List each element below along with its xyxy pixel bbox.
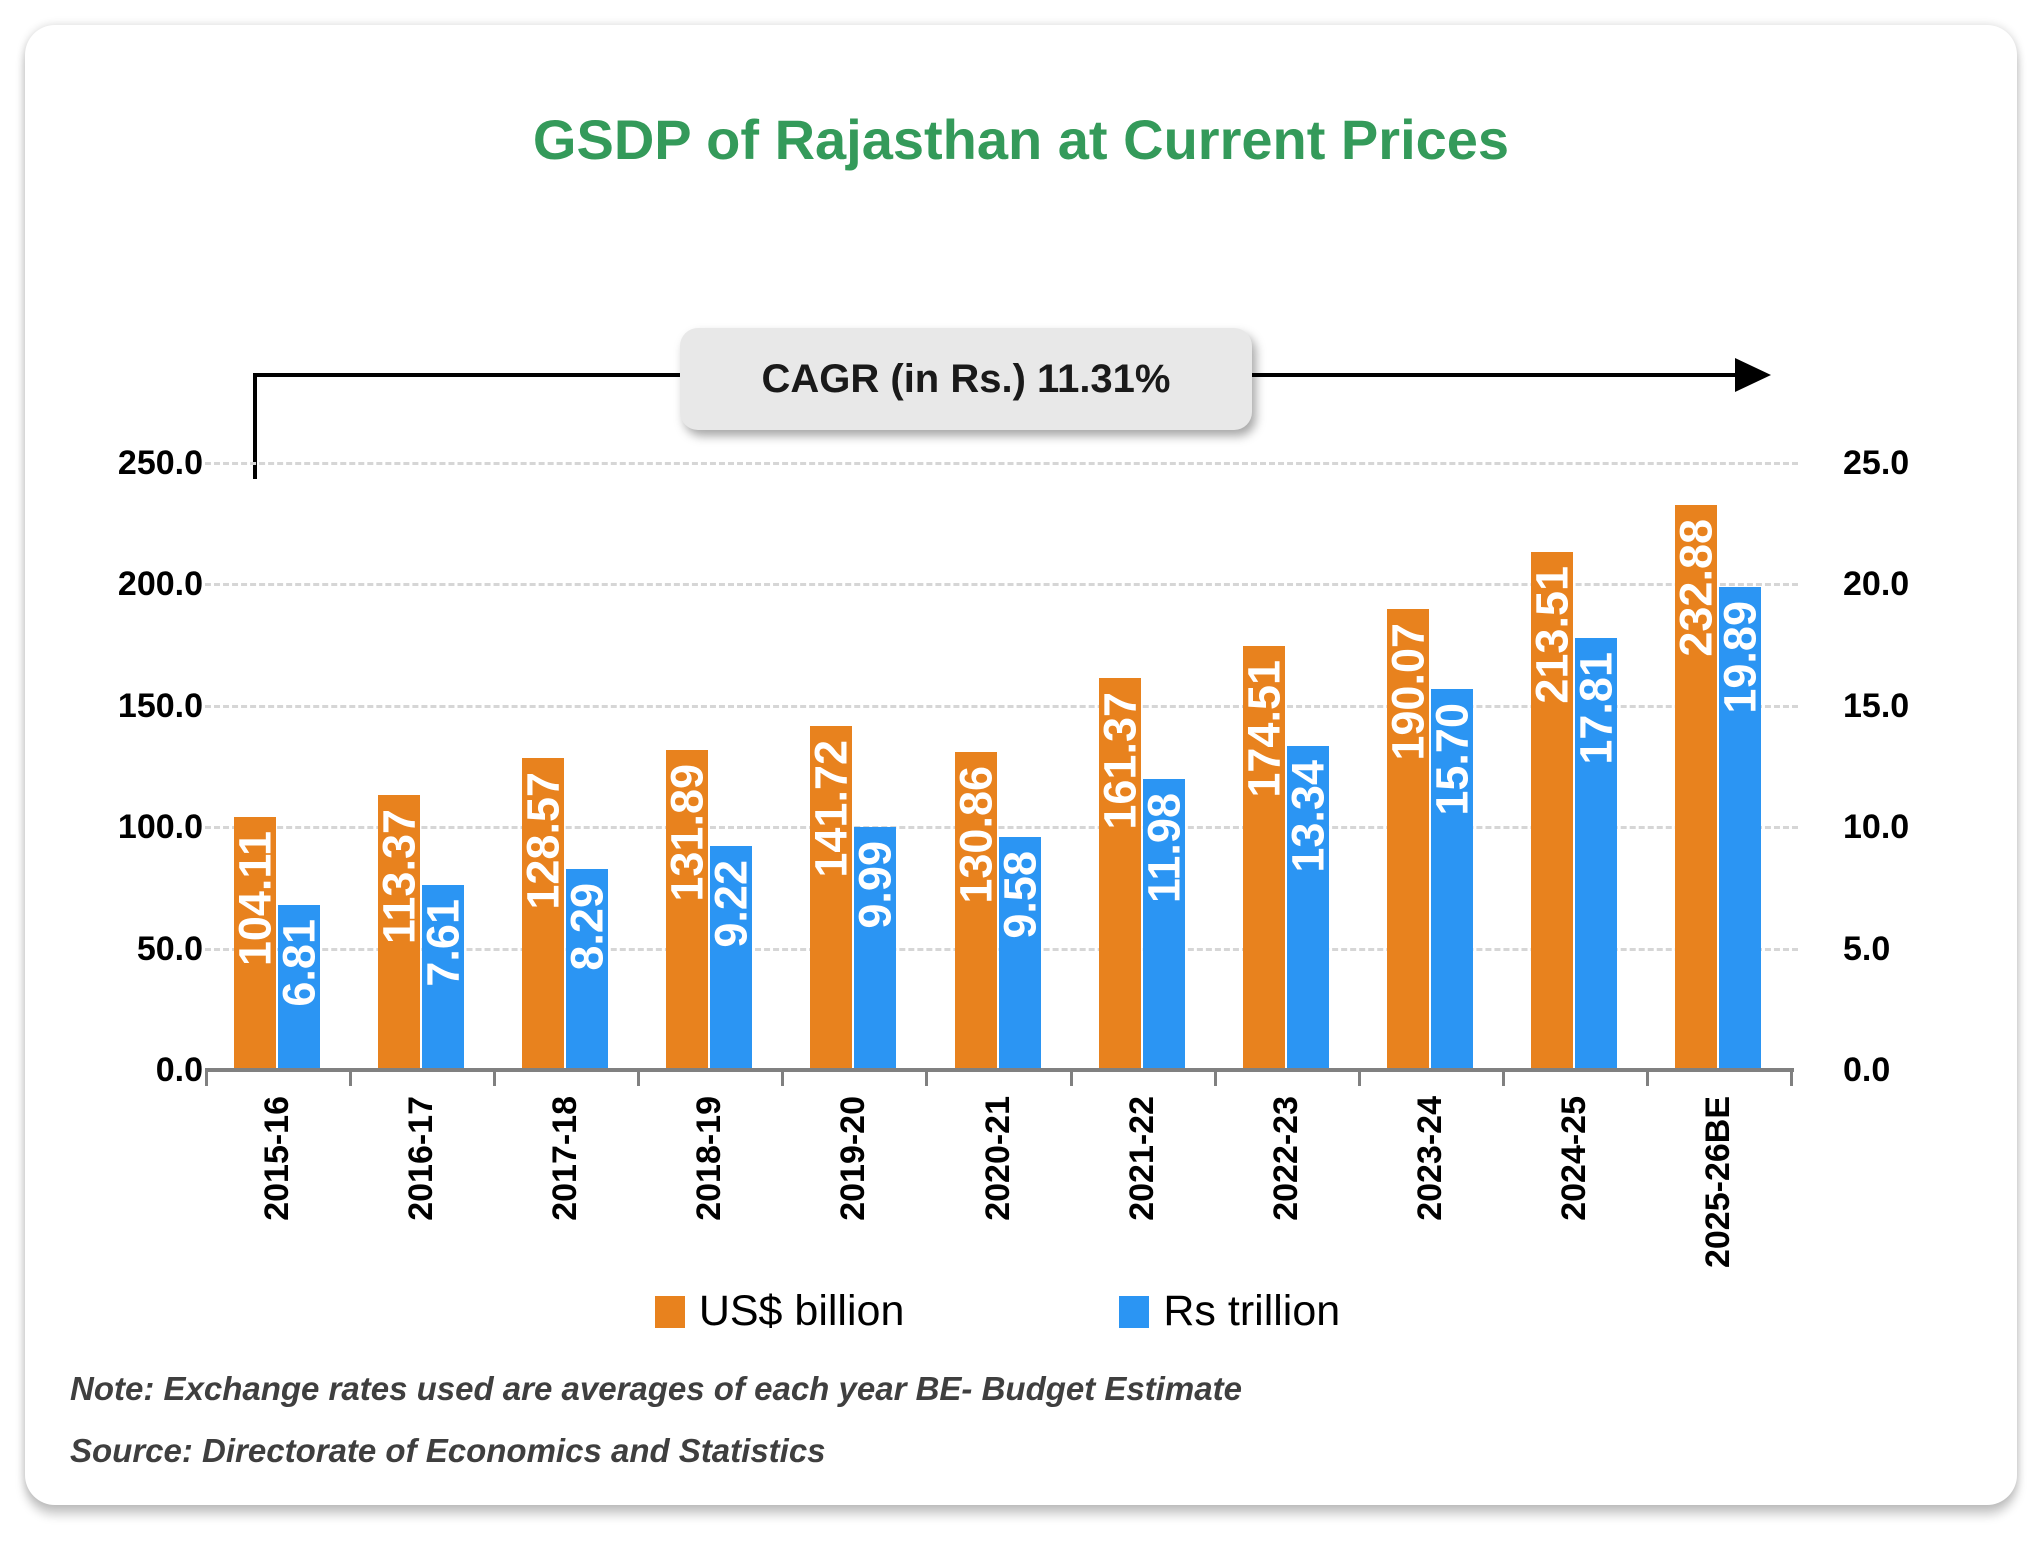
bar-value-label: 131.89	[661, 763, 713, 902]
bar-value-label: 113.37	[373, 808, 425, 944]
x-axis-tick	[1790, 1070, 1793, 1086]
x-axis-tick	[205, 1070, 208, 1086]
rs-series-swatch-icon	[1119, 1295, 1150, 1328]
x-axis-tick	[1357, 1070, 1361, 1086]
bar-value-label: 213.51	[1526, 565, 1578, 704]
bar-value-label: 17.81	[1570, 651, 1622, 765]
bar-rs-2025-26BE: 19.89	[1714, 587, 1766, 1070]
bar-rs-2017-18: 8.29	[561, 868, 613, 1070]
bar-usd-2023-24: 190.07	[1382, 608, 1434, 1070]
bar-value-label: 174.51	[1238, 660, 1290, 798]
bar-value-label: 15.70	[1426, 702, 1478, 816]
chart-title: GSDP of Rajasthan at Current Prices	[532, 108, 1510, 171]
legend-label-rs: Rs trillion	[1163, 1287, 1341, 1335]
usd-series-swatch-icon	[654, 1295, 685, 1328]
x-axis-tick	[637, 1070, 641, 1086]
x-axis-label-2021-22: 2021-22	[1122, 1096, 1161, 1221]
footnotes: Note: Exchange rates used are averages o…	[70, 1370, 1470, 1494]
x-axis-label-2023-24: 2023-24	[1410, 1096, 1449, 1221]
bar-rs-2024-25: 17.81	[1570, 637, 1622, 1070]
bar-usd-2017-18: 128.57	[517, 757, 569, 1070]
bar-value-label: 130.86	[950, 766, 1001, 904]
bar-value-label: 19.89	[1714, 601, 1766, 714]
bar-usd-2019-20: 141.72	[805, 725, 857, 1070]
bar-rs-2019-20: 9.99	[849, 827, 901, 1070]
right-axis-tick-label: 0.0	[1843, 1051, 1891, 1089]
bar-value-label: 7.61	[417, 899, 469, 987]
legend-label-usd: US$ billion	[698, 1287, 905, 1335]
x-axis-label-2020-21: 2020-21	[978, 1096, 1017, 1221]
bar-value-label: 8.29	[561, 882, 613, 971]
bar-value-label: 11.98	[1138, 793, 1190, 904]
bar-rs-2016-17: 7.61	[417, 885, 469, 1070]
legend-item-rs: Rs trillion	[1119, 1287, 1340, 1336]
x-axis-tick	[1213, 1070, 1217, 1086]
bar-value-label: 161.37	[1094, 692, 1146, 830]
x-axis-label-2025-26BE: 2025-26BE	[1698, 1096, 1737, 1269]
x-axis-tick	[925, 1070, 929, 1086]
bar-value-label: 232.88	[1670, 518, 1722, 657]
bar-value-label: 9.22	[705, 860, 757, 948]
bar-value-label: 9.58	[994, 851, 1045, 939]
note-text: Note: Exchange rates used are averages o…	[70, 1370, 1242, 1407]
x-axis-tick	[781, 1070, 785, 1086]
left-axis-tick-label: 50.0	[136, 929, 203, 968]
x-axis-label-2019-20: 2019-20	[834, 1096, 873, 1221]
bar-value-label: 9.99	[849, 841, 901, 930]
x-axis-label-2018-19: 2018-19	[690, 1096, 729, 1221]
bar-value-label: 128.57	[517, 771, 569, 910]
x-axis-label-2024-25: 2024-25	[1554, 1096, 1593, 1221]
x-axis-label-2022-23: 2022-23	[1266, 1096, 1305, 1221]
left-axis-tick-label: 200.0	[117, 565, 203, 604]
bar-value-label: 6.81	[273, 918, 325, 1007]
bar-value-label: 13.34	[1282, 760, 1334, 873]
gridline	[205, 826, 1798, 830]
left-axis-tick-label: 250.0	[117, 444, 203, 482]
gridline	[205, 704, 1798, 708]
bar-usd-2015-16: 104.11	[229, 817, 281, 1070]
bar-rs-2015-16: 6.81	[273, 904, 325, 1070]
bar-rs-2018-19: 9.22	[705, 846, 757, 1070]
left-axis-tick-label: 0.0	[155, 1051, 203, 1089]
chart-card: GSDP of Rajasthan at Current Prices CAGR…	[25, 25, 2017, 1505]
bar-rs-2022-23: 13.34	[1282, 746, 1334, 1070]
x-axis-label-2016-17: 2016-17	[402, 1096, 441, 1221]
bar-usd-2018-19: 131.89	[661, 749, 713, 1070]
x-axis-tick	[493, 1070, 497, 1086]
right-axis-tick-label: 20.0	[1843, 565, 1910, 604]
legend: US$ billion Rs trillion	[205, 1287, 1790, 1336]
bar-usd-2016-17: 113.37	[373, 794, 425, 1070]
gridline	[205, 583, 1798, 587]
bar-usd-2024-25: 213.51	[1526, 551, 1578, 1070]
right-axis-tick-label: 25.0	[1843, 444, 1910, 482]
x-axis-tick	[349, 1070, 353, 1086]
bar-rs-2020-21: 9.58	[994, 837, 1045, 1070]
x-axis-tick	[1069, 1070, 1073, 1086]
bar-value-label: 104.11	[229, 831, 281, 967]
cagr-callout: CAGR (in Rs.) 11.31%	[680, 328, 1252, 430]
bar-usd-2021-22: 161.37	[1094, 678, 1146, 1070]
bar-rs-2023-24: 15.70	[1426, 688, 1478, 1070]
bar-value-label: 190.07	[1382, 622, 1434, 761]
right-axis-tick-label: 5.0	[1843, 929, 1891, 968]
x-axis-label-2017-18: 2017-18	[546, 1096, 585, 1221]
source-text: Source: Directorate of Economics and Sta…	[70, 1432, 826, 1469]
cagr-bracket-line	[253, 375, 257, 479]
bar-usd-2020-21: 130.86	[950, 752, 1001, 1070]
cagr-arrowhead-icon	[1735, 358, 1771, 392]
x-axis-tick	[1501, 1070, 1505, 1086]
bar-usd-2022-23: 174.51	[1238, 646, 1290, 1070]
left-axis-tick-label: 150.0	[117, 686, 203, 725]
gridline	[205, 462, 1798, 465]
right-axis-tick-label: 10.0	[1843, 808, 1910, 847]
right-axis-tick-label: 15.0	[1843, 686, 1910, 725]
bar-value-label: 141.72	[805, 739, 857, 878]
bar-usd-2025-26BE: 232.88	[1670, 504, 1722, 1070]
legend-item-usd: US$ billion	[654, 1287, 905, 1336]
x-axis-tick	[1645, 1070, 1649, 1086]
x-axis-label-2015-16: 2015-16	[258, 1096, 297, 1221]
left-axis-tick-label: 100.0	[117, 808, 203, 847]
x-axis-line	[205, 1068, 1794, 1072]
bar-rs-2021-22: 11.98	[1138, 779, 1190, 1070]
